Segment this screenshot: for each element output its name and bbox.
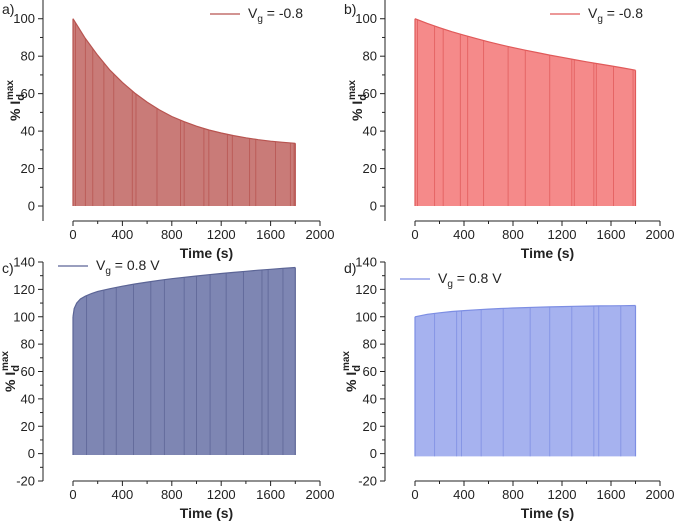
y-tick-label: 40 — [21, 391, 35, 406]
y-tick-label: -20 — [358, 474, 377, 489]
y-axis-title: % Idmax — [5, 80, 27, 121]
panel-label: a) — [2, 1, 14, 17]
y-tick-label: 60 — [21, 364, 35, 379]
y-tick-label: 100 — [13, 309, 35, 324]
x-tick-label: 0 — [69, 487, 76, 502]
x-tick-label: 400 — [112, 227, 134, 242]
y-tick-label: -20 — [16, 474, 35, 489]
y-tick-label: 100 — [355, 309, 377, 324]
y-tick-label: 0 — [28, 199, 35, 214]
panel-b: 0 400 800 1200 1600 2000 0 20 40 60 80 100 Time (s)%… — [344, 0, 674, 261]
y-tick-label: 80 — [363, 337, 377, 352]
y-axis-title: % Idmax — [341, 351, 363, 392]
y-tick-label: 80 — [21, 49, 35, 64]
x-axis-title: Time (s) — [180, 245, 233, 261]
legend-label: Vg = -0.8 — [588, 5, 643, 25]
panel-a: 0 400 800 1200 1600 2000 0 20 40 60 80 100 Time (s)%… — [2, 0, 334, 261]
y-tick-label: 0 — [370, 199, 377, 214]
x-tick-label: 1200 — [207, 487, 236, 502]
y-axis-title: % Idmax — [347, 80, 369, 121]
panel-label: b) — [344, 1, 356, 17]
x-tick-label: 1200 — [207, 227, 236, 242]
x-axis-title: Time (s) — [180, 505, 233, 521]
y-tick-label: 20 — [363, 419, 377, 434]
x-tick-label: 1600 — [597, 227, 626, 242]
y-tick-label: 40 — [363, 124, 377, 139]
x-tick-label: 1200 — [548, 487, 577, 502]
y-tick-label: 20 — [363, 161, 377, 176]
series-envelope-line — [72, 18, 296, 144]
x-tick-label: 0 — [411, 227, 418, 242]
y-tick-label: 40 — [21, 124, 35, 139]
x-tick-label: 0 — [69, 227, 76, 242]
x-tick-label: 2000 — [646, 487, 675, 502]
panel-c: 0 400 800 1200 1600 2000 -20 0 20 40 60 80 100 120 140… — [0, 255, 334, 522]
x-tick-label: 800 — [502, 487, 524, 502]
x-tick-label: 800 — [502, 227, 524, 242]
panel-label: d) — [344, 260, 356, 276]
y-tick-label: 120 — [355, 282, 377, 297]
y-tick-label: 100 — [355, 11, 377, 26]
x-tick-label: 1600 — [256, 487, 285, 502]
x-tick-label: 1600 — [256, 227, 285, 242]
y-tick-label: 20 — [21, 419, 35, 434]
x-tick-label: 800 — [161, 487, 183, 502]
y-tick-label: 0 — [370, 446, 377, 461]
x-tick-label: 400 — [453, 227, 475, 242]
y-axis-title: % Idmax — [0, 351, 22, 392]
x-tick-label: 2000 — [646, 227, 675, 242]
y-tick-label: 80 — [363, 49, 377, 64]
x-tick-label: 2000 — [306, 487, 335, 502]
y-tick-label: 60 — [363, 86, 377, 101]
x-tick-label: 400 — [112, 487, 134, 502]
x-tick-label: 0 — [411, 487, 418, 502]
y-tick-label: 100 — [13, 11, 35, 26]
x-tick-label: 400 — [453, 487, 475, 502]
data-area — [73, 18, 296, 207]
panel-d: 0 400 800 1200 1600 2000 -20 0 20 40 60 80 100 120 140… — [341, 255, 674, 522]
legend-label: Vg = 0.8 V — [438, 270, 502, 290]
y-tick-label: 20 — [21, 161, 35, 176]
y-tick-label: 60 — [363, 364, 377, 379]
y-tick-label: 0 — [28, 446, 35, 461]
y-tick-label: 140 — [13, 255, 35, 270]
y-tick-label: 80 — [21, 337, 35, 352]
y-tick-label: 40 — [363, 391, 377, 406]
y-tick-label: 140 — [355, 255, 377, 270]
x-axis-title: Time (s) — [521, 245, 574, 261]
series-envelope-line — [414, 304, 636, 318]
x-tick-label: 2000 — [306, 227, 335, 242]
y-tick-label: 120 — [13, 282, 35, 297]
x-axis-title: Time (s) — [521, 505, 574, 521]
x-tick-label: 1200 — [548, 227, 577, 242]
y-tick-label: 60 — [21, 86, 35, 101]
legend-label: Vg = -0.8 — [248, 5, 303, 25]
panel-label: c) — [2, 260, 14, 276]
x-tick-label: 1600 — [597, 487, 626, 502]
legend-label: Vg = 0.8 V — [96, 257, 160, 277]
x-tick-label: 800 — [161, 227, 183, 242]
data-area — [415, 305, 636, 457]
series-envelope-line — [72, 266, 296, 317]
